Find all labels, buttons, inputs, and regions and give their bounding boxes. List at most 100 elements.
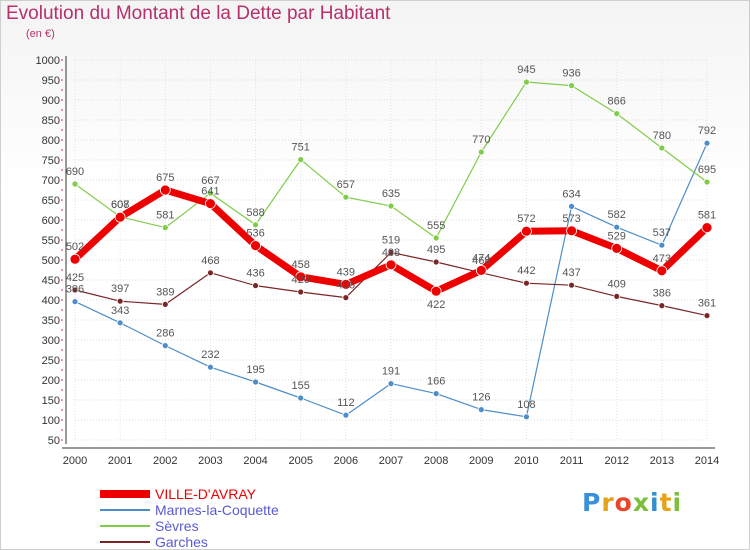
data-label: 582 <box>608 209 626 221</box>
data-point <box>71 180 79 188</box>
data-point <box>475 264 487 276</box>
data-label: 690 <box>66 166 84 178</box>
data-label: 474 <box>472 252 490 264</box>
x-tick-label: 2010 <box>514 455 538 467</box>
data-label: 425 <box>66 272 84 284</box>
y-tick-label: 250 <box>42 355 60 367</box>
data-label: 396 <box>66 284 84 296</box>
data-point <box>161 224 169 232</box>
y-tick-label: 900 <box>42 95 60 107</box>
data-point <box>159 184 171 196</box>
x-tick-label: 2006 <box>334 455 358 467</box>
y-tick-label: 1000 <box>36 55 60 67</box>
data-label: 488 <box>382 247 400 259</box>
data-label: 675 <box>156 172 174 184</box>
data-label: 536 <box>246 228 264 240</box>
data-label: 442 <box>517 265 535 277</box>
data-label: 866 <box>608 96 626 108</box>
x-tick-label: 2001 <box>108 455 132 467</box>
y-tick-label: 50 <box>48 435 60 447</box>
data-label: 473 <box>653 253 671 265</box>
data-label: 936 <box>562 68 580 80</box>
x-tick-label: 2014 <box>695 455 719 467</box>
y-tick-label: 750 <box>42 155 60 167</box>
y-tick-label: 700 <box>42 175 60 187</box>
data-label: 422 <box>427 299 445 311</box>
data-label: 572 <box>517 213 535 225</box>
data-label: 397 <box>111 283 129 295</box>
data-point <box>432 390 440 398</box>
x-tick-label: 2003 <box>198 455 222 467</box>
data-labels: 396 343 286 232 195 155 112 191 166 126 108 634 582 5… <box>66 64 716 411</box>
data-point <box>116 319 124 327</box>
data-point <box>114 211 126 223</box>
data-point <box>613 110 621 117</box>
data-label: 126 <box>472 392 490 404</box>
data-point <box>205 198 216 210</box>
data-label: 436 <box>246 268 264 280</box>
data-point <box>658 241 666 249</box>
data-point <box>116 297 124 305</box>
data-point <box>342 294 350 302</box>
data-point <box>207 189 214 197</box>
y-tick-label: 850 <box>42 115 60 127</box>
legend-label: VILLE-D'AVRAY <box>155 486 257 502</box>
y-tick-label: 950 <box>42 75 60 87</box>
data-point <box>297 156 305 164</box>
legend-label: Marnes-la-Coquette <box>155 502 279 518</box>
data-label: 555 <box>427 220 445 232</box>
data-point <box>432 258 440 266</box>
data-point <box>658 302 666 310</box>
x-tick-label: 2008 <box>424 455 448 467</box>
data-point <box>387 202 395 210</box>
data-label: 406 <box>337 280 355 292</box>
data-point <box>340 278 352 290</box>
data-point <box>342 193 350 201</box>
x-tick-label: 2004 <box>243 455 267 467</box>
y-tick-label: 400 <box>42 295 60 307</box>
chart-unit: (en €) <box>26 28 55 40</box>
data-label: 667 <box>201 175 219 187</box>
series-layer <box>69 78 713 421</box>
data-point <box>477 406 485 414</box>
data-label: 112 <box>337 397 355 409</box>
y-tick-label: 150 <box>42 395 60 407</box>
y-tick-label: 800 <box>42 135 60 147</box>
data-label: 519 <box>382 234 400 246</box>
data-label: 155 <box>292 380 310 392</box>
data-label: 581 <box>698 210 716 222</box>
data-point <box>523 279 530 287</box>
data-point <box>252 282 259 290</box>
data-label: 166 <box>427 376 445 388</box>
data-point <box>568 281 575 289</box>
data-label: 495 <box>427 244 445 256</box>
data-label: 695 <box>698 164 716 176</box>
data-point <box>387 380 395 388</box>
data-point <box>161 300 169 308</box>
data-label: 770 <box>472 134 490 146</box>
data-label: 361 <box>698 298 716 310</box>
data-label: 389 <box>156 286 174 298</box>
x-tick-label: 2012 <box>604 455 628 467</box>
y-tick-label: 500 <box>42 255 60 267</box>
data-point <box>613 223 621 231</box>
y-tick-label: 300 <box>42 335 60 347</box>
data-label: 420 <box>292 274 310 286</box>
data-point <box>161 342 169 350</box>
y-tick-label: 600 <box>42 215 60 227</box>
data-point <box>342 411 350 419</box>
data-label: 232 <box>201 349 219 361</box>
data-point <box>387 248 395 256</box>
data-label: 191 <box>382 366 400 378</box>
data-label: 386 <box>653 288 671 300</box>
data-label: 468 <box>472 255 490 267</box>
data-label: 751 <box>292 142 310 154</box>
data-label: 581 <box>156 210 174 222</box>
data-point <box>252 221 259 229</box>
grid <box>74 59 708 441</box>
y-tick-label: 100 <box>42 415 60 427</box>
x-tick-label: 2011 <box>560 455 584 467</box>
data-label: 573 <box>562 213 580 225</box>
data-point <box>523 413 530 421</box>
y-tick-label: 450 <box>42 275 60 287</box>
